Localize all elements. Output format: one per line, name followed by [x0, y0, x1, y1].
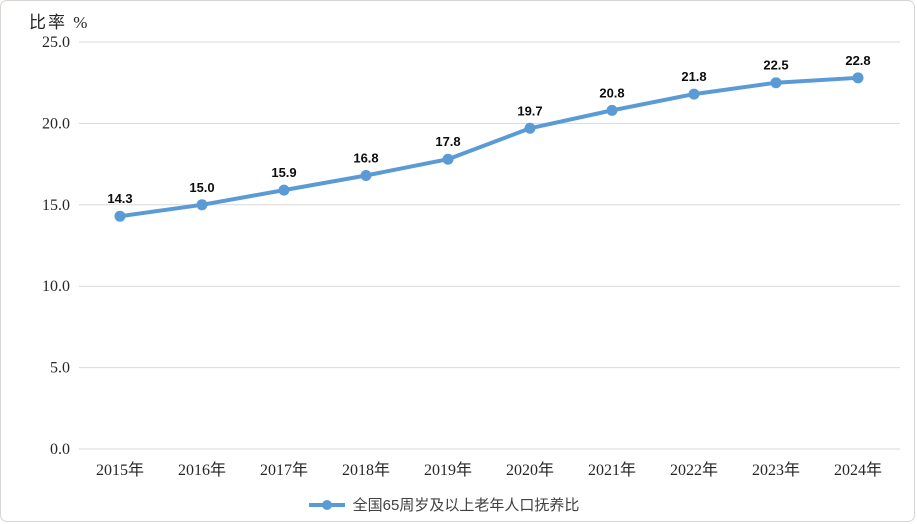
y-axis-tick-label: 15.0 [42, 197, 70, 214]
x-axis-tick-label: 2020年 [506, 461, 554, 479]
data-point-marker [688, 88, 700, 100]
data-point-label: 22.8 [845, 53, 870, 68]
legend-series-label: 全国65周岁及以上老年人口抚养比 [352, 497, 580, 514]
legend: 全国65周岁及以上老年人口抚养比 [1, 494, 900, 515]
data-point-label: 16.8 [353, 150, 378, 165]
data-point-marker [442, 153, 454, 165]
y-axis-tick-label: 5.0 [50, 360, 70, 377]
y-axis-tick-label: 10.0 [42, 278, 70, 295]
data-point-marker [606, 104, 618, 116]
data-point-marker [524, 122, 536, 134]
x-axis-tick-label: 2024年 [834, 461, 882, 479]
data-point-label: 17.8 [435, 134, 460, 149]
data-point-marker [278, 184, 290, 196]
data-point-label: 19.7 [517, 103, 542, 118]
x-axis-tick-label: 2021年 [588, 461, 636, 479]
data-point-label: 15.0 [189, 180, 214, 195]
data-point-label: 15.9 [271, 165, 296, 180]
x-axis-tick-label: 2015年 [96, 461, 144, 479]
x-axis-tick-label: 2022年 [670, 461, 718, 479]
y-axis-tick-label: 0.0 [50, 441, 70, 458]
data-point-label: 22.5 [763, 58, 788, 73]
data-point-label: 14.3 [107, 191, 132, 206]
data-point-label: 21.8 [681, 69, 706, 84]
x-axis-tick-label: 2016年 [178, 461, 226, 479]
y-axis-title: 比率 % [29, 13, 90, 32]
data-point-marker [852, 72, 864, 84]
x-axis-tick-label: 2017年 [260, 461, 308, 479]
data-point-marker [196, 199, 208, 211]
data-point-marker [114, 210, 126, 222]
x-axis-tick-label: 2019年 [424, 461, 472, 479]
x-axis-tick-label: 2018年 [342, 461, 390, 479]
data-point-marker [360, 169, 372, 181]
data-point-label: 20.8 [599, 85, 624, 100]
y-axis-tick-label: 25.0 [42, 34, 70, 51]
legend-line-marker-icon [308, 499, 345, 510]
series-line [118, 75, 860, 219]
y-axis-tick-label: 20.0 [42, 115, 70, 132]
x-axis-tick-label: 2023年 [752, 461, 800, 479]
data-point-marker [770, 77, 782, 89]
